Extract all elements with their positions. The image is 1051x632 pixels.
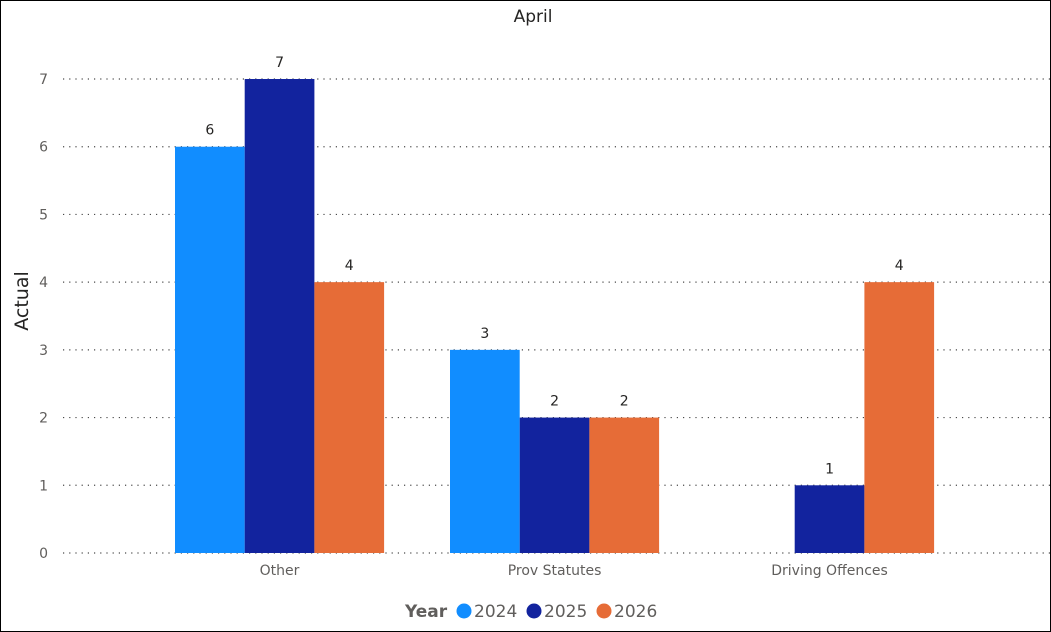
data-label: 4 (895, 258, 904, 274)
bar-2025[interactable] (244, 79, 315, 553)
legend-item-2026[interactable]: 2026 (614, 602, 657, 622)
data-label: 2 (620, 394, 629, 410)
bar-2024[interactable] (175, 146, 245, 553)
bar-2024[interactable] (450, 349, 520, 553)
data-label: 7 (275, 55, 284, 71)
legend-item-2024[interactable]: 2024 (474, 602, 517, 622)
data-label: 6 (205, 123, 214, 139)
y-tick-label: 0 (39, 546, 48, 562)
bar-2025[interactable] (519, 417, 590, 553)
bar-2026[interactable] (314, 282, 385, 553)
data-label: 3 (480, 326, 489, 342)
data-label: 4 (345, 258, 354, 274)
y-tick-label: 5 (39, 207, 48, 223)
y-tick-label: 7 (39, 72, 48, 88)
x-axis-categories: Other Prov Statutes Driving Offences (260, 563, 888, 579)
data-labels: 6 7 4 3 2 2 1 4 (205, 55, 903, 477)
legend-item-2025[interactable]: 2025 (544, 602, 587, 622)
data-label: 2 (550, 394, 559, 410)
legend-marker-2024 (456, 603, 472, 619)
y-axis-ticks: 0 1 2 3 4 5 6 7 (39, 72, 48, 562)
legend-marker-2025 (526, 603, 542, 619)
legend-title: Year (404, 602, 448, 622)
data-label: 1 (825, 461, 834, 477)
legend-marker-2026 (596, 603, 612, 619)
y-tick-label: 4 (39, 275, 48, 291)
bars (175, 79, 935, 553)
y-tick-label: 3 (39, 343, 48, 359)
chart-title: April (514, 7, 553, 27)
y-tick-label: 6 (39, 140, 48, 156)
bar-2025[interactable] (794, 485, 865, 553)
y-axis-label: Actual (11, 271, 33, 331)
y-tick-label: 2 (39, 411, 48, 427)
x-category-label: Driving Offences (771, 563, 888, 579)
bar-2026[interactable] (589, 417, 660, 553)
y-tick-label: 1 (39, 478, 48, 494)
legend: Year 2024 2025 2026 (404, 602, 657, 622)
x-category-label: Prov Statutes (508, 563, 602, 579)
x-category-label: Other (260, 563, 300, 579)
bar-2026[interactable] (864, 282, 935, 553)
